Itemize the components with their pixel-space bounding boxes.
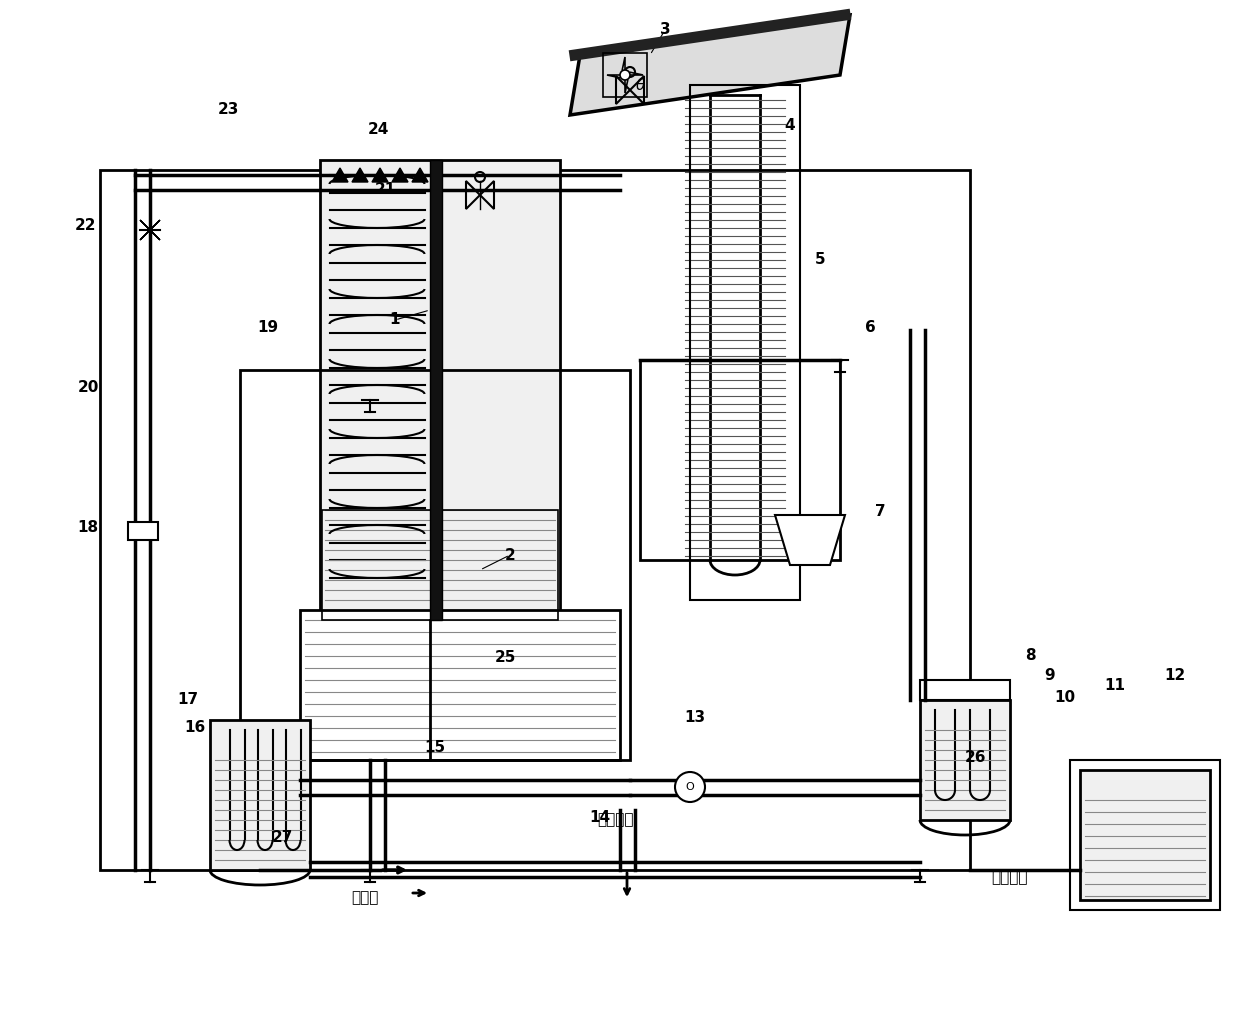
FancyBboxPatch shape bbox=[920, 700, 1011, 820]
FancyBboxPatch shape bbox=[1080, 770, 1210, 900]
Text: 淡水原料: 淡水原料 bbox=[992, 871, 1028, 886]
Text: 6: 6 bbox=[864, 321, 875, 336]
Polygon shape bbox=[352, 169, 368, 182]
Polygon shape bbox=[140, 220, 160, 240]
Text: 26: 26 bbox=[965, 751, 986, 766]
FancyBboxPatch shape bbox=[430, 160, 441, 620]
Text: 4: 4 bbox=[785, 117, 795, 132]
Circle shape bbox=[675, 772, 706, 802]
Text: 1: 1 bbox=[389, 313, 401, 328]
Text: 16: 16 bbox=[185, 720, 206, 736]
Text: O: O bbox=[686, 782, 694, 792]
FancyBboxPatch shape bbox=[210, 720, 310, 870]
Text: 3: 3 bbox=[660, 22, 671, 37]
FancyBboxPatch shape bbox=[320, 160, 560, 620]
Polygon shape bbox=[625, 73, 644, 75]
Polygon shape bbox=[412, 169, 428, 182]
Text: 19: 19 bbox=[258, 321, 279, 336]
Polygon shape bbox=[622, 57, 625, 75]
Polygon shape bbox=[392, 169, 408, 182]
Text: 9: 9 bbox=[1044, 668, 1055, 682]
Text: 17: 17 bbox=[177, 692, 198, 707]
Text: 13: 13 bbox=[684, 710, 706, 725]
Text: 27: 27 bbox=[272, 830, 293, 846]
Polygon shape bbox=[625, 75, 627, 93]
Text: 18: 18 bbox=[77, 521, 98, 536]
Text: 8: 8 bbox=[1024, 648, 1035, 663]
Text: 24: 24 bbox=[367, 122, 388, 137]
FancyBboxPatch shape bbox=[920, 680, 1011, 700]
Text: 23: 23 bbox=[217, 103, 238, 117]
Text: 22: 22 bbox=[74, 218, 95, 232]
Text: θ: θ bbox=[635, 78, 645, 93]
Text: 14: 14 bbox=[589, 810, 610, 825]
Text: 25: 25 bbox=[495, 651, 516, 666]
FancyBboxPatch shape bbox=[128, 522, 157, 540]
Text: 浓海水: 浓海水 bbox=[351, 891, 378, 905]
Text: 11: 11 bbox=[1105, 677, 1126, 692]
Polygon shape bbox=[608, 75, 625, 78]
Text: 10: 10 bbox=[1054, 690, 1075, 705]
Polygon shape bbox=[570, 15, 849, 115]
Polygon shape bbox=[775, 515, 844, 565]
Polygon shape bbox=[372, 169, 388, 182]
FancyBboxPatch shape bbox=[100, 170, 970, 870]
Text: 12: 12 bbox=[1164, 668, 1185, 682]
Circle shape bbox=[620, 70, 630, 80]
Text: 2: 2 bbox=[505, 548, 516, 562]
Polygon shape bbox=[140, 220, 160, 240]
Text: 7: 7 bbox=[874, 504, 885, 520]
Polygon shape bbox=[332, 169, 348, 182]
Text: 15: 15 bbox=[424, 741, 445, 756]
Text: 5: 5 bbox=[815, 252, 826, 267]
FancyBboxPatch shape bbox=[300, 610, 620, 760]
Text: 淡水产品: 淡水产品 bbox=[596, 812, 634, 827]
Text: 21: 21 bbox=[374, 183, 396, 198]
Text: 20: 20 bbox=[77, 380, 99, 396]
